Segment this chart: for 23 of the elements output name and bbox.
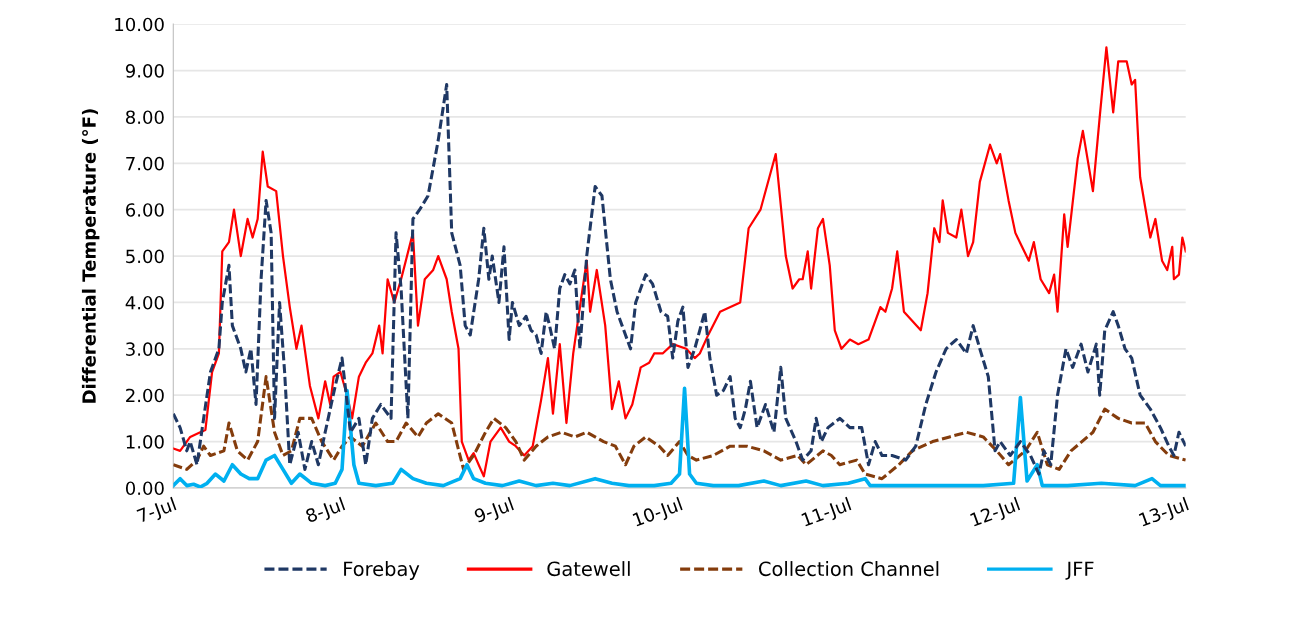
y-tick-label: 7.00 xyxy=(126,156,164,171)
y-tick-label: 9.00 xyxy=(125,64,164,78)
legend-label: Gatewell xyxy=(547,561,630,577)
y-tick-label: 6.00 xyxy=(126,203,164,217)
x-tick-label: 12-Jul xyxy=(969,496,1022,530)
y-tick-label: 2.00 xyxy=(126,388,164,403)
legend-label: Forebay xyxy=(344,561,420,580)
y-tick-label: 5.00 xyxy=(126,249,164,264)
x-tick-label: 13-Jul xyxy=(1138,496,1191,530)
x-tick-label: 7-Jul xyxy=(136,496,178,527)
y-tick-label: 4.00 xyxy=(125,295,164,310)
legend-label: JFF xyxy=(1065,561,1094,580)
y-tick-label: 8.00 xyxy=(125,110,164,125)
x-tick-label: 8-Jul xyxy=(304,496,347,527)
legend-label: Collection Channel xyxy=(759,561,939,577)
y-axis-title: Differential Temperature (°F) xyxy=(81,109,100,403)
x-tick-label: 11-Jul xyxy=(800,496,853,530)
y-tick-label: 10.00 xyxy=(115,17,164,32)
y-tick-label: 0.00 xyxy=(125,481,164,496)
x-tick-label: 9-Jul xyxy=(473,496,516,527)
x-tick-label: 10-Jul xyxy=(632,496,684,530)
y-tick-label: 3.00 xyxy=(126,342,164,356)
y-tick-label: 1.00 xyxy=(126,435,164,449)
